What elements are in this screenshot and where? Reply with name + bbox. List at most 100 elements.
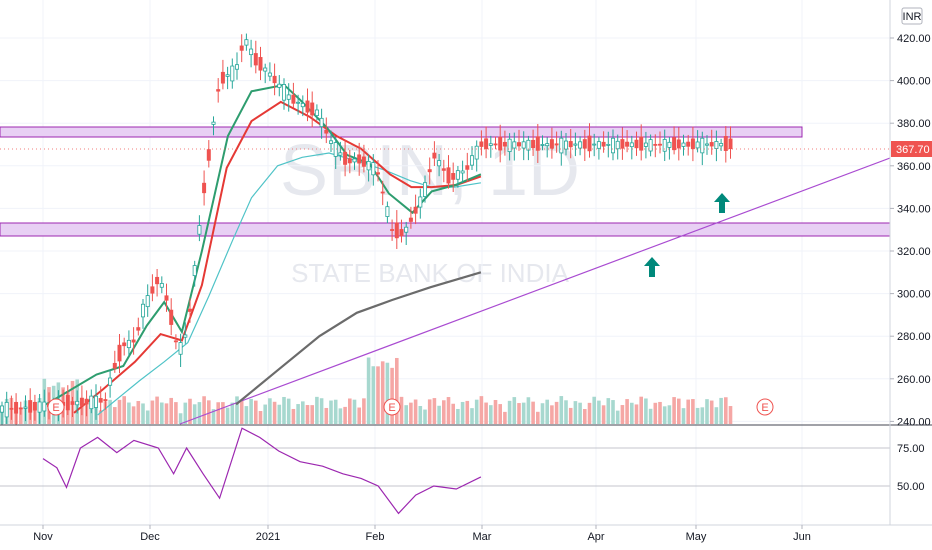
volume-bar bbox=[371, 366, 376, 424]
earnings-circle bbox=[756, 398, 774, 416]
volume-bar bbox=[634, 404, 639, 424]
candle-body bbox=[202, 182, 207, 194]
volume-bar bbox=[376, 366, 380, 424]
candle-body bbox=[225, 74, 230, 77]
candle-body bbox=[484, 138, 489, 150]
volume-bar bbox=[615, 410, 620, 424]
buy-arrow-1[interactable] bbox=[644, 257, 660, 277]
candle-body bbox=[281, 84, 286, 101]
candle-body bbox=[164, 295, 169, 301]
candle-body bbox=[653, 143, 658, 146]
buy-arrow-2[interactable] bbox=[714, 193, 730, 213]
rsi-tick-label: 50.00 bbox=[897, 481, 925, 493]
candle-body bbox=[639, 136, 644, 151]
volume-bar bbox=[484, 402, 488, 424]
candle-body bbox=[42, 401, 47, 412]
time-tick-label: Feb bbox=[366, 531, 385, 543]
volume-bar bbox=[409, 402, 413, 424]
candle-body bbox=[366, 161, 371, 171]
volume-bar bbox=[465, 400, 470, 424]
candle-body bbox=[131, 339, 136, 343]
grid-lines bbox=[0, 0, 890, 525]
volume-bar bbox=[662, 406, 667, 424]
volume-bar bbox=[352, 399, 357, 424]
volume-bar bbox=[268, 398, 272, 424]
price-tick-label: 380.00 bbox=[897, 118, 931, 130]
volume-bar bbox=[296, 404, 300, 424]
volume-bar bbox=[333, 399, 338, 424]
volume-bar bbox=[239, 400, 244, 424]
candle-body bbox=[65, 395, 70, 411]
candle-body bbox=[643, 142, 648, 147]
volume-bar bbox=[183, 402, 188, 424]
earnings-marker-1[interactable]: E bbox=[47, 398, 65, 416]
volume-bar bbox=[597, 400, 601, 424]
candle-body bbox=[427, 169, 432, 173]
volume-bar bbox=[117, 399, 122, 424]
rising-trendline[interactable] bbox=[179, 157, 891, 425]
candle-body bbox=[695, 141, 700, 149]
candle-body bbox=[220, 71, 225, 84]
candle-body bbox=[197, 225, 202, 235]
candle-body bbox=[606, 143, 611, 146]
earnings-marker-2[interactable]: E bbox=[383, 398, 401, 416]
candle-body bbox=[108, 377, 113, 386]
candle-body bbox=[648, 139, 653, 152]
price-scale[interactable]: 420.00 400.00 380.00 360.00 340.00 320.00 300.… bbox=[890, 33, 931, 428]
candle-body bbox=[234, 64, 239, 70]
sma-50-line[interactable] bbox=[97, 152, 481, 416]
support-zone-lower[interactable] bbox=[0, 222, 891, 237]
candle-body bbox=[709, 142, 714, 147]
candle-body bbox=[686, 141, 691, 147]
rsi-scale[interactable]: 75.00 50.00 bbox=[897, 443, 925, 493]
volume-bar bbox=[127, 402, 131, 424]
volume-bar bbox=[442, 400, 446, 424]
volume-bar bbox=[423, 409, 427, 424]
time-axis[interactable]: Nov Dec 2021 Feb Mar Apr May Jun bbox=[33, 525, 811, 543]
last-price-badge[interactable]: 367.70 bbox=[891, 141, 932, 157]
ema-mid-line[interactable] bbox=[73, 100, 482, 414]
rsi-line[interactable] bbox=[42, 427, 482, 515]
candle-body bbox=[380, 191, 385, 194]
resistance-zone-upper[interactable] bbox=[0, 126, 803, 138]
volume-bar bbox=[178, 413, 183, 424]
candle-body bbox=[94, 395, 99, 408]
volume-bar bbox=[493, 399, 498, 424]
price-tick-label: 340.00 bbox=[897, 203, 931, 215]
candle-body bbox=[517, 142, 522, 147]
sma-200-line[interactable] bbox=[235, 271, 482, 406]
candle-body bbox=[117, 344, 122, 362]
candle-body bbox=[136, 327, 141, 331]
volume-bar bbox=[517, 403, 521, 424]
volume-bar bbox=[291, 408, 296, 424]
volume-bar bbox=[155, 396, 159, 424]
candle-body bbox=[310, 102, 315, 116]
volume-bar bbox=[305, 405, 310, 424]
volume-bar bbox=[601, 405, 606, 424]
candle-body bbox=[230, 65, 235, 82]
price-tick-label: 400.00 bbox=[897, 76, 931, 88]
candle-body bbox=[112, 362, 117, 369]
earnings-marker-3[interactable]: E bbox=[756, 398, 774, 416]
volume-bar bbox=[413, 399, 418, 424]
volume-bar bbox=[540, 403, 545, 424]
price-tick-label: 260.00 bbox=[897, 374, 931, 386]
candle-body bbox=[263, 67, 268, 72]
volume-bar bbox=[235, 396, 239, 424]
candle-body bbox=[28, 400, 33, 413]
volume-bar bbox=[366, 357, 371, 424]
volume-bar bbox=[404, 405, 408, 424]
candle-body bbox=[676, 139, 681, 149]
volume-bar bbox=[658, 401, 662, 424]
volume-bar bbox=[113, 407, 117, 424]
candle-body bbox=[399, 229, 404, 237]
volume-bar bbox=[301, 401, 305, 424]
volume-bar bbox=[141, 403, 145, 424]
volume-bar bbox=[451, 403, 455, 424]
currency-badge[interactable]: INR bbox=[901, 7, 923, 25]
volume-bar bbox=[479, 396, 484, 424]
candle-body bbox=[545, 143, 550, 147]
candle-body bbox=[23, 406, 28, 409]
